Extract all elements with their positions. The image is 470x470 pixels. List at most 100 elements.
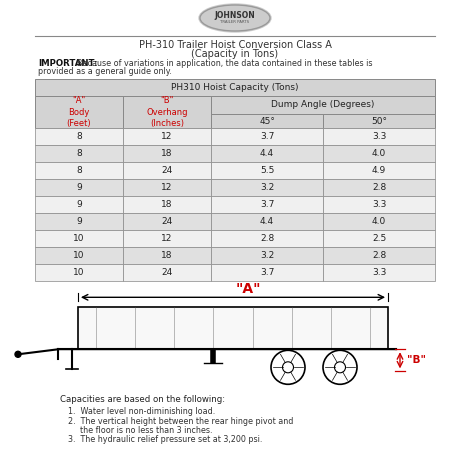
Bar [211,114,323,128]
Text: 12: 12 [161,235,172,243]
Text: 3.2: 3.2 [260,251,274,260]
Bar [211,230,323,247]
Text: 3.7: 3.7 [260,200,274,209]
Bar [78,307,388,349]
Text: 2.8: 2.8 [372,251,386,260]
Bar [123,179,211,196]
Bar [211,213,323,230]
Bar [35,145,123,162]
Text: provided as a general guide only.: provided as a general guide only. [38,68,172,77]
Text: 2.  The vertical height between the rear hinge pivot and: 2. The vertical height between the rear … [68,417,293,426]
Text: 9: 9 [76,200,82,209]
Text: 2.8: 2.8 [372,183,386,192]
Text: Because of variations in application, the data contained in these tables is: Because of variations in application, th… [72,60,373,69]
Circle shape [15,351,21,357]
Text: "B": "B" [407,355,426,365]
Text: 24: 24 [161,268,172,277]
Text: 18: 18 [161,149,173,158]
Text: 4.9: 4.9 [372,166,386,175]
Text: "B"
Overhang
(Inches): "B" Overhang (Inches) [146,96,188,128]
Bar [211,179,323,196]
Bar [123,230,211,247]
Text: "A"
Body
(Feet): "A" Body (Feet) [67,96,91,128]
Bar [323,145,435,162]
Text: 2.5: 2.5 [372,235,386,243]
Bar [211,264,323,282]
Bar [323,230,435,247]
Text: 12: 12 [161,132,172,141]
Text: 3.3: 3.3 [372,200,386,209]
Bar [35,96,123,128]
Text: 10: 10 [73,268,85,277]
Bar [35,128,123,145]
Bar [323,128,435,145]
Text: 12: 12 [161,183,172,192]
Text: 5.5: 5.5 [260,166,274,175]
Text: 3.3: 3.3 [372,268,386,277]
Text: 3.2: 3.2 [260,183,274,192]
Bar [123,162,211,179]
Bar [123,145,211,162]
Text: 9: 9 [76,183,82,192]
Text: 1.  Water level non-diminishing load.: 1. Water level non-diminishing load. [68,407,215,416]
Bar [123,96,211,128]
Text: 2.8: 2.8 [260,235,274,243]
Text: 9: 9 [76,217,82,226]
Bar [35,162,123,179]
Bar [211,128,323,145]
Ellipse shape [199,4,271,32]
Bar [123,213,211,230]
Bar [35,247,123,264]
Text: 4.4: 4.4 [260,149,274,158]
Text: PH310 Hoist Capacity (Tons): PH310 Hoist Capacity (Tons) [171,83,299,92]
Text: the floor is no less than 3 inches.: the floor is no less than 3 inches. [80,426,212,435]
Bar [35,230,123,247]
Text: 24: 24 [161,166,172,175]
Bar [323,179,435,196]
Bar [35,196,123,213]
Text: 10: 10 [73,235,85,243]
Bar [323,114,435,128]
Text: 3.7: 3.7 [260,132,274,141]
Text: 4.0: 4.0 [372,149,386,158]
Text: 3.7: 3.7 [260,268,274,277]
Text: 3.3: 3.3 [372,132,386,141]
Bar [123,264,211,282]
Bar [123,196,211,213]
Text: 8: 8 [76,166,82,175]
Text: 8: 8 [76,149,82,158]
Text: 4.4: 4.4 [260,217,274,226]
Text: 3.  The hydraulic relief pressure set at 3,200 psi.: 3. The hydraulic relief pressure set at … [68,435,262,444]
Bar [211,162,323,179]
Text: 10: 10 [73,251,85,260]
Bar [35,264,123,282]
Bar [323,264,435,282]
Bar [211,196,323,213]
Text: "A": "A" [235,282,261,296]
Text: 45°: 45° [259,117,275,125]
Bar [211,145,323,162]
Bar [123,247,211,264]
Text: JOHNSON: JOHNSON [215,10,255,19]
Bar [35,79,435,96]
Text: Dump Angle (Degrees): Dump Angle (Degrees) [271,101,375,110]
Bar [323,213,435,230]
Bar [323,162,435,179]
Text: (Capacity in Tons): (Capacity in Tons) [191,49,279,59]
Bar [211,96,435,114]
Text: 8: 8 [76,132,82,141]
Bar [35,213,123,230]
Text: 24: 24 [161,217,172,226]
Bar [323,247,435,264]
Text: 50°: 50° [371,117,387,125]
Bar [211,247,323,264]
Text: Capacities are based on the following:: Capacities are based on the following: [60,395,225,404]
Text: 18: 18 [161,251,173,260]
Text: 4.0: 4.0 [372,217,386,226]
Bar [35,179,123,196]
Text: PH-310 Trailer Hoist Conversion Class A: PH-310 Trailer Hoist Conversion Class A [139,40,331,50]
Bar [323,196,435,213]
Text: TRAILER PARTS: TRAILER PARTS [220,20,250,24]
Text: IMPORTANT:: IMPORTANT: [38,60,97,69]
Text: 18: 18 [161,200,173,209]
